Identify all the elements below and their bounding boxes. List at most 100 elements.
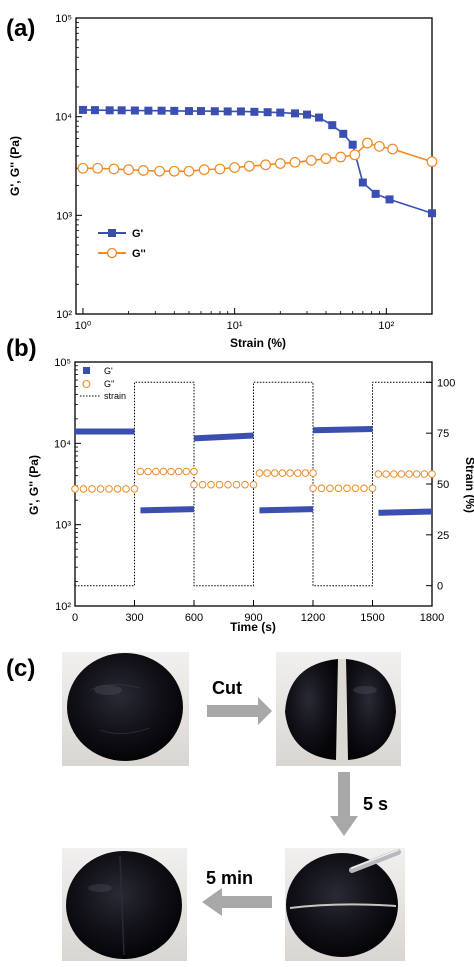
data-point-a-gprime [371, 189, 380, 198]
legend-b-strain: strain [80, 391, 126, 401]
data-point-b-gdoubleprime [88, 485, 96, 493]
data-point-a-gprime [117, 106, 126, 115]
data-point-b-gdoubleprime [105, 485, 113, 493]
arrow-right-icon [207, 697, 272, 725]
legend-a-gprime-label: G' [132, 228, 144, 240]
chart-b-y-title: G', G'' (Pa) [27, 455, 41, 515]
photo-healed-5s-sample [285, 848, 405, 961]
arrow-5min: 5 min [202, 868, 272, 916]
data-point-a-gdoubleprime [305, 155, 317, 166]
x-tick-label-a: 10⁰ [75, 320, 92, 332]
data-point-b-gdoubleprime [167, 467, 175, 476]
data-point-b-gdoubleprime [241, 480, 249, 489]
panel-label-c: (c) [6, 655, 35, 682]
legend-a-gprime: G' [98, 228, 144, 240]
data-point-b-gdoubleprime [334, 484, 343, 493]
data-band-b-gprime-2 [194, 432, 254, 442]
data-point-b-gdoubleprime [317, 484, 326, 493]
y-tick-label-b: 10² [55, 601, 71, 613]
data-point-b-gdoubleprime [390, 470, 398, 478]
legend-b-gprime-marker [83, 367, 90, 374]
data-band-b-gprime-1 [140, 506, 194, 514]
data-point-a-gprime [328, 121, 337, 130]
chart-a-legend: G' G'' [94, 216, 170, 266]
photo-original-sample [62, 652, 189, 766]
y2-tick-label-b: 50 [437, 479, 449, 491]
data-point-a-gprime [223, 107, 232, 116]
data-point-a-gdoubleprime [373, 140, 385, 152]
chart-a: 10⁰ 10¹ 10² 10² 10³ 10⁴ 10⁵ [55, 13, 438, 332]
data-band-b-gprime-0 [75, 428, 135, 435]
data-point-a-gprime [90, 106, 99, 115]
chart-b-y2-title: Strain (%) [463, 457, 474, 513]
data-point-b-gdoubleprime [190, 467, 198, 476]
series-line-a-0 [82, 109, 433, 214]
y-tick-label-b: 10⁴ [54, 438, 71, 450]
data-point-b-gdoubleprime [263, 469, 271, 477]
arrow-5s-label: 5 s [363, 794, 388, 814]
data-point-b-gdoubleprime [405, 470, 413, 478]
data-band-b-gprime-4 [313, 426, 373, 434]
data-point-a-gprime [303, 110, 312, 119]
data-point-b-gdoubleprime [71, 485, 79, 493]
data-point-a-gdoubleprime [349, 149, 361, 161]
data-point-a-gprime [170, 106, 179, 115]
data-point-b-gdoubleprime [301, 469, 310, 477]
data-point-a-gdoubleprime [137, 165, 149, 176]
data-point-b-gdoubleprime [215, 480, 224, 489]
data-point-b-gdoubleprime [122, 485, 130, 493]
legend-a-gdoubleprime-marker [106, 247, 118, 259]
data-point-b-gdoubleprime [309, 469, 317, 477]
arrow-cut-label: Cut [212, 678, 242, 698]
data-point-a-gdoubleprime [123, 164, 135, 176]
data-point-b-gdoubleprime [278, 469, 287, 477]
chart-a-y-title: G', G'' (Pa) [8, 136, 22, 196]
legend-b-gprime-label: G' [104, 366, 113, 376]
data-point-a-gprime [250, 107, 259, 116]
legend-a-gprime-marker [108, 229, 116, 237]
data-point-a-gprime [315, 113, 324, 122]
data-point-b-gdoubleprime [420, 470, 429, 478]
legend-b-gdoubleprime-marker [82, 379, 91, 389]
data-point-a-gdoubleprime [274, 158, 286, 169]
probe-needle [349, 849, 401, 873]
arrow-5s: 5 s [330, 772, 388, 836]
data-point-a-gdoubleprime [198, 164, 210, 176]
data-point-a-gprime [105, 106, 114, 115]
data-point-a-gdoubleprime [335, 151, 347, 163]
y-tick-label-a: 10⁵ [55, 13, 72, 25]
data-point-b-gdoubleprime [152, 467, 160, 476]
legend-a-gdoubleprime-label: G'' [132, 248, 146, 260]
data-point-a-gprime [236, 107, 245, 116]
y-tick-label-b: 10⁵ [54, 357, 71, 369]
data-point-b-gdoubleprime [224, 480, 232, 489]
data-point-b-gdoubleprime [397, 470, 406, 478]
y-tick-label-a: 10³ [56, 210, 72, 222]
data-point-b-gdoubleprime [159, 467, 168, 476]
data-point-a-gdoubleprime [77, 162, 89, 174]
data-point-a-gprime [339, 129, 348, 138]
legend-b-gdoubleprime-label: G'' [104, 379, 115, 389]
y-tick-label-b: 10³ [55, 520, 71, 532]
data-point-b-gdoubleprime [382, 470, 390, 478]
panel-label-a: (a) [6, 15, 35, 42]
data-point-a-gprime [144, 106, 153, 115]
data-point-a-gdoubleprime [387, 143, 399, 155]
data-point-a-gprime [348, 140, 357, 149]
y2-tick-label-b: 100 [437, 377, 455, 389]
chart-a-x-title: Strain (%) [230, 336, 286, 350]
data-band-b-gprime-5 [378, 508, 432, 516]
chart-b-x-title: Time (s) [230, 620, 276, 634]
data-point-b-gdoubleprime [351, 484, 360, 493]
data-point-a-gdoubleprime [243, 160, 255, 172]
x-tick-label-b: 900 [244, 612, 262, 624]
data-point-a-gdoubleprime [154, 165, 165, 177]
data-point-b-gdoubleprime [190, 480, 198, 489]
photo-healed-5min-sample [62, 848, 187, 961]
x-tick-label-b: 1500 [360, 612, 384, 624]
data-point-b-gdoubleprime [249, 480, 258, 489]
data-point-a-gprime [428, 209, 436, 218]
data-point-a-gprime [385, 195, 394, 204]
x-tick-label-b: 1200 [301, 612, 325, 624]
data-point-b-gdoubleprime [412, 470, 421, 478]
